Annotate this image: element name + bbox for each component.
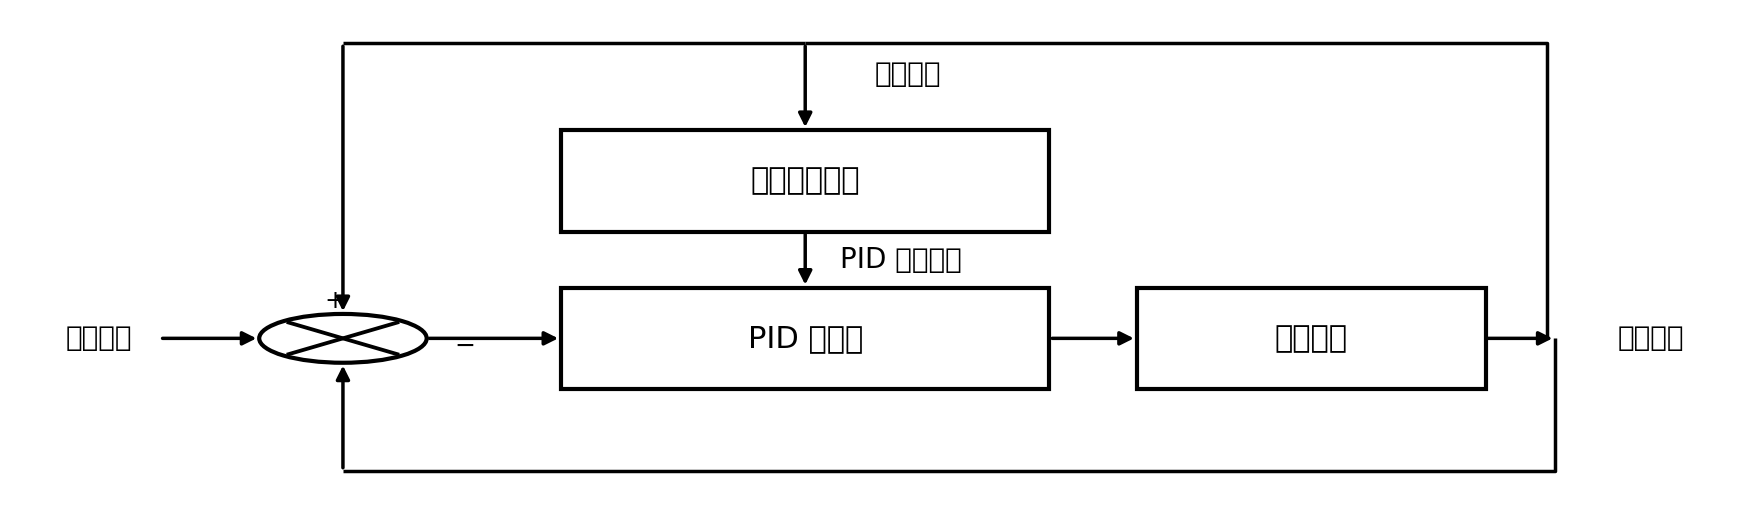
Bar [562, 287, 1050, 389]
Bar [562, 130, 1050, 232]
Text: 人工神经网络: 人工神经网络 [751, 166, 859, 195]
Text: −: − [455, 334, 476, 358]
Text: 系统输出: 系统输出 [1619, 324, 1685, 353]
Circle shape [259, 314, 427, 363]
Text: PID 控制器: PID 控制器 [747, 324, 863, 353]
Text: +: + [324, 289, 345, 313]
Text: 控制对象: 控制对象 [1274, 324, 1348, 353]
Text: 系统工况: 系统工况 [875, 60, 942, 88]
Bar [1138, 287, 1486, 389]
Text: 系统输入: 系统输入 [65, 324, 131, 353]
Text: PID 控制参数: PID 控制参数 [840, 246, 963, 273]
